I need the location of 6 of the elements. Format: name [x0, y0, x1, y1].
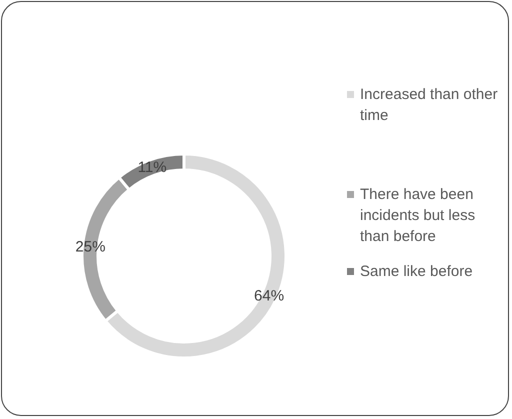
legend-label: Increased than other time	[360, 85, 499, 126]
data-label: 25%	[75, 238, 106, 256]
legend-label: Same like before	[360, 262, 473, 282]
data-label: 11%	[138, 159, 167, 176]
data-label: 64%	[254, 288, 284, 305]
legend-label: There have been incidents but less than before	[360, 185, 476, 247]
